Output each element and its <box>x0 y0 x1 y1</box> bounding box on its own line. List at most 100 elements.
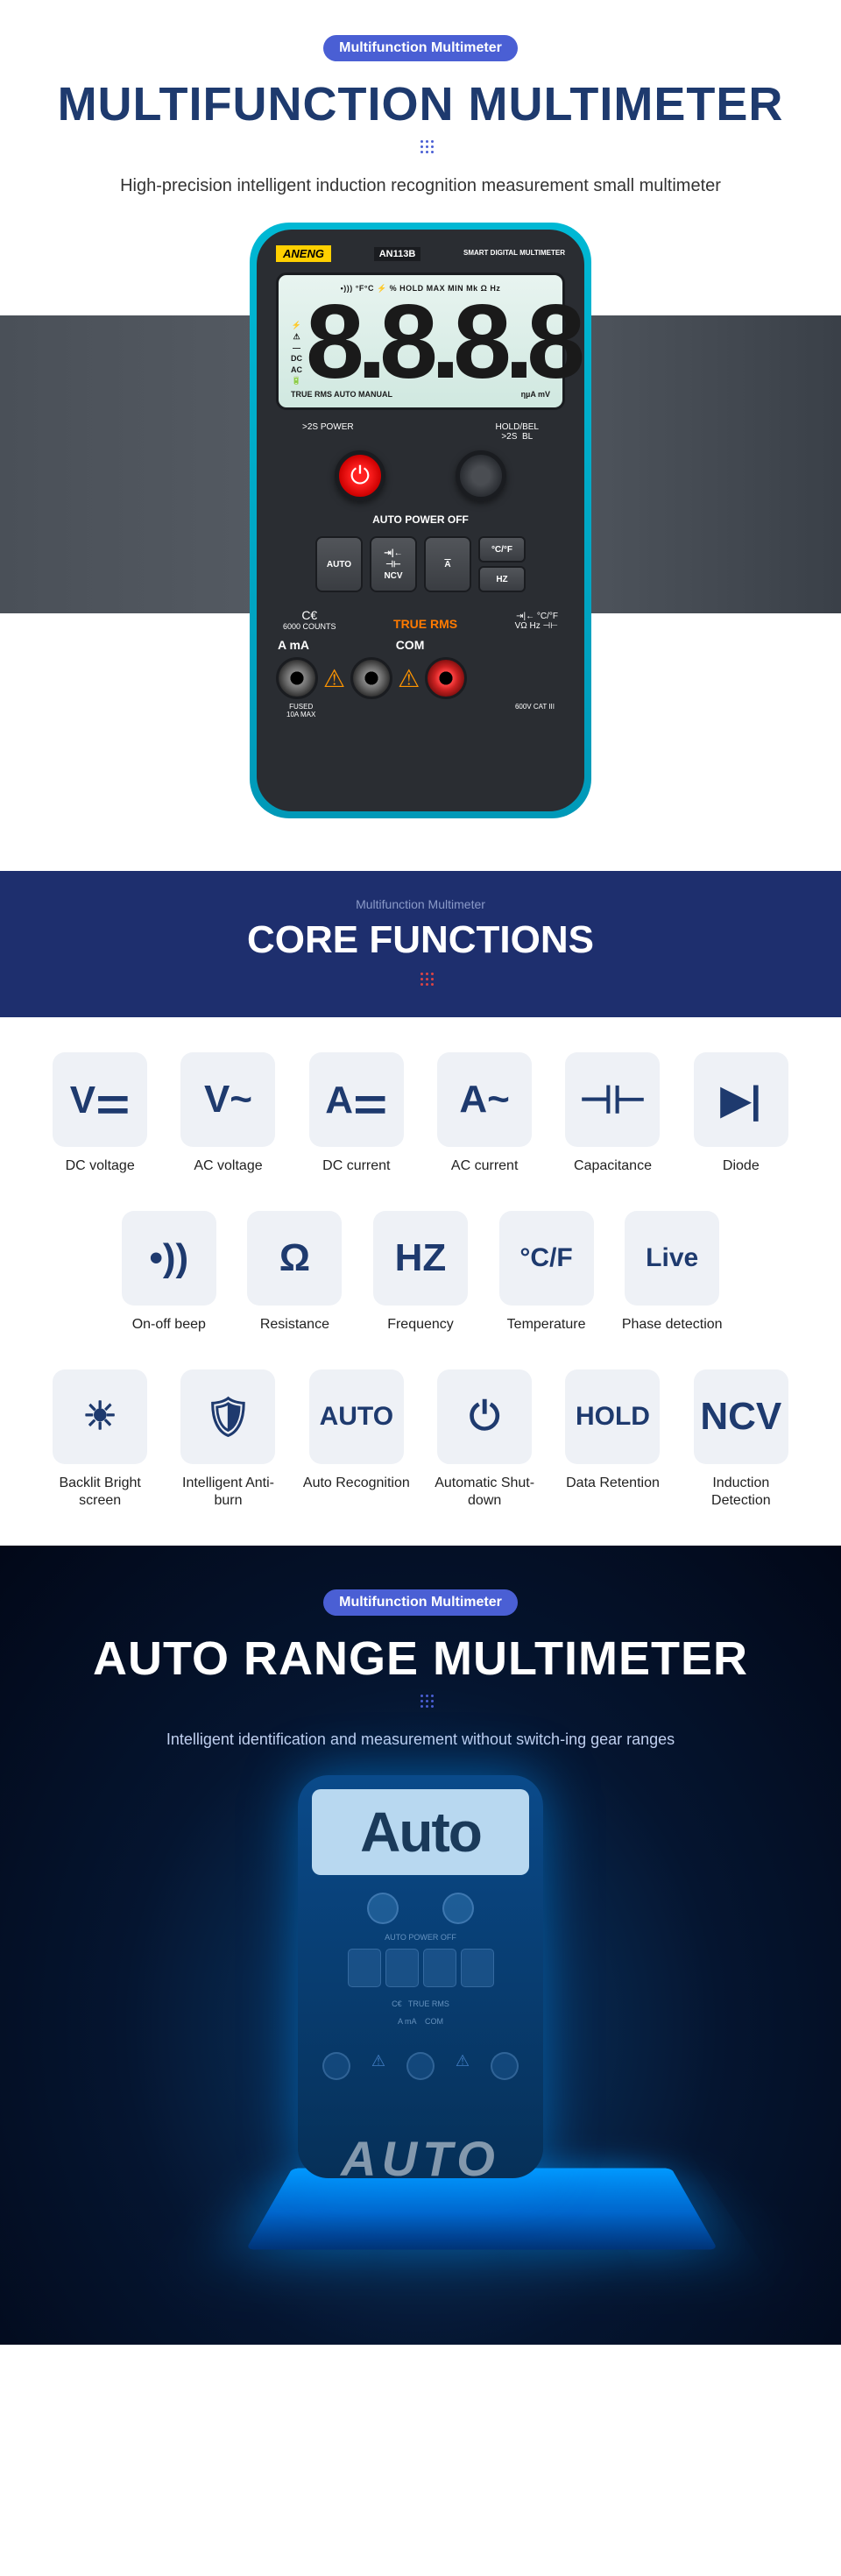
jack-row: ⚠ ⚠ <box>276 657 565 699</box>
feature-icon: Ω <box>247 1211 342 1306</box>
holo-keys <box>312 1949 529 1987</box>
feature-label: Automatic Shut-down <box>428 1475 541 1511</box>
feature-cell: Live Phase detection <box>617 1211 727 1334</box>
ama-jack <box>276 657 318 699</box>
power-label: >2S POWER <box>302 422 354 442</box>
holo-auto-text: Auto <box>322 1800 519 1865</box>
section3-subtitle: Intelligent identification and measureme… <box>149 1730 692 1749</box>
hero-badge: Multifunction Multimeter <box>323 35 518 61</box>
brand-label: ANENG <box>276 245 331 262</box>
temp-key: °C/°F <box>478 536 526 563</box>
holo-body: AUTO POWER OFF C€ TRUE RMS A mA COM ⚠ ⚠ <box>312 1893 529 2080</box>
functions-grid-2: •)) On-off beep Ω Resistance HZ Frequency °C/F… <box>0 1211 841 1369</box>
dots-icon <box>413 140 428 154</box>
feature-icon: Live <box>625 1211 719 1306</box>
ncv-key: ⇥|← ⊣⊢ NCV <box>370 536 417 592</box>
feature-cell: V~AC voltage <box>172 1052 284 1176</box>
feature-label: On-off beep <box>114 1316 224 1334</box>
main-buttons: ⏻ <box>276 450 565 501</box>
lcd-mode: TRUE RMS AUTO MANUAL <box>291 390 392 399</box>
feature-icon: NCV <box>694 1369 788 1464</box>
feature-icon: AUTO <box>309 1369 404 1464</box>
feature-cell: HZ Frequency <box>365 1211 476 1334</box>
volt-jack <box>425 657 467 699</box>
holo-jacks: ⚠ ⚠ <box>312 2052 529 2080</box>
feature-label: Frequency <box>365 1316 476 1334</box>
hold-label: HOLD/BEL >2S BL <box>496 422 539 442</box>
feature-cell: NCVInduction Detection <box>685 1369 797 1511</box>
functions-grid-1: V⚌ DC voltage V~AC voltageA⚌DC current A~ AC… <box>0 1017 841 1211</box>
feature-cell: V⚌ DC voltage <box>44 1052 156 1176</box>
device-header: ANENG AN113B SMART DIGITAL MULTIMETER <box>276 245 565 262</box>
feature-cell: A~ AC current <box>428 1052 541 1176</box>
function-keys: AUTO ⇥|← ⊣⊢ NCV A °C/°F HZ <box>276 536 565 592</box>
fused-label: FUSED 10A MAX <box>286 703 315 718</box>
counts-label: 6000 COUNTS <box>283 622 336 631</box>
feature-label: Auto Recognition <box>300 1475 413 1493</box>
temp-hz-keys: °C/°F HZ <box>478 536 526 592</box>
holo-jack <box>322 2052 350 2080</box>
feature-icon: A~ <box>437 1052 532 1147</box>
holo-key <box>385 1949 419 1987</box>
feature-cell: A⚌DC current <box>300 1052 413 1176</box>
warning-icon: ⚠ <box>398 664 420 693</box>
feature-cell: HOLD Data Retention <box>556 1369 668 1511</box>
holo-key <box>461 1949 494 1987</box>
section2-small: Multifunction Multimeter <box>0 897 841 911</box>
section3-badge: Multifunction Multimeter <box>323 1589 518 1616</box>
feature-icon: •)) <box>122 1211 216 1306</box>
feature-icon: ⊣⊢ <box>565 1052 660 1147</box>
feature-cell: °C/FTemperature <box>491 1211 602 1334</box>
dots-icon <box>413 973 428 987</box>
feature-label: AC current <box>428 1157 541 1176</box>
holo-jack <box>491 2052 519 2080</box>
holo-key <box>348 1949 381 1987</box>
ama-label: A mA <box>278 638 309 652</box>
holo-buttons <box>312 1893 529 1924</box>
feature-cell: 🛡Intelligent Anti-burn <box>172 1369 284 1511</box>
feature-cell: ⏻ Automatic Shut-down <box>428 1369 541 1511</box>
holo-key <box>423 1949 456 1987</box>
feature-icon: HZ <box>373 1211 468 1306</box>
ce-mark: C€ <box>283 608 336 622</box>
button-labels: >2S POWER HOLD/BEL >2S BL <box>276 422 565 442</box>
ce-info: C€ 6000 COUNTS <box>283 608 336 631</box>
holo-text: A mA COM <box>312 2017 529 2026</box>
holo-text: AUTO POWER OFF <box>312 1933 529 1942</box>
feature-icon: V⚌ <box>53 1052 147 1147</box>
com-label: COM <box>396 638 425 652</box>
feature-label: Resistance <box>240 1316 350 1334</box>
feature-icon: A⚌ <box>309 1052 404 1147</box>
warning-icon: ⚠ <box>323 664 345 693</box>
power-button: ⏻ <box>335 450 385 501</box>
feature-label: DC voltage <box>44 1157 156 1176</box>
multimeter-body: ANENG AN113B SMART DIGITAL MULTIMETER •)… <box>257 230 584 811</box>
feature-label: Capacitance <box>556 1157 668 1176</box>
hero-title: MULTIFUNCTION MULTIMETER <box>0 77 841 131</box>
feature-label: Intelligent Anti-burn <box>172 1475 284 1511</box>
feature-cell: ▶|Diode <box>685 1052 797 1176</box>
feature-label: Data Retention <box>556 1475 668 1493</box>
com-jack <box>350 657 392 699</box>
holo-jack <box>406 2052 435 2080</box>
feature-cell: •)) On-off beep <box>114 1211 224 1334</box>
warning-icon: ⚠ <box>456 2052 470 2080</box>
feature-cell: Ω Resistance <box>240 1211 350 1334</box>
true-rms-label: TRUE RMS <box>393 617 457 631</box>
dots-icon <box>413 1695 428 1709</box>
functions-grid-3: ☀Backlit Bright screen🛡Intelligent Anti-… <box>0 1369 841 1546</box>
port-labels: A mA COM <box>276 638 565 652</box>
section3-title: AUTO RANGE MULTIMETER <box>0 1631 841 1686</box>
model-label: AN113B <box>374 247 421 261</box>
feature-icon: ⏻ <box>437 1369 532 1464</box>
hero-section: Multifunction Multimeter MULTIFUNCTION M… <box>0 0 841 818</box>
feature-icon: HOLD <box>565 1369 660 1464</box>
feature-label: Diode <box>685 1157 797 1176</box>
feature-icon: ☀ <box>53 1369 147 1464</box>
feature-label: Phase detection <box>617 1316 727 1334</box>
lcd-screen: •))) °F°C ⚡ % HOLD MAX MIN Mk Ω Hz ⚡ ⚠ —… <box>276 272 565 410</box>
platform-text: AUTO <box>341 2130 500 2187</box>
holo-text: C€ TRUE RMS <box>312 1999 529 2008</box>
section2-title: CORE FUNCTIONS <box>0 918 841 962</box>
auto-power-off-label: AUTO POWER OFF <box>276 513 565 526</box>
